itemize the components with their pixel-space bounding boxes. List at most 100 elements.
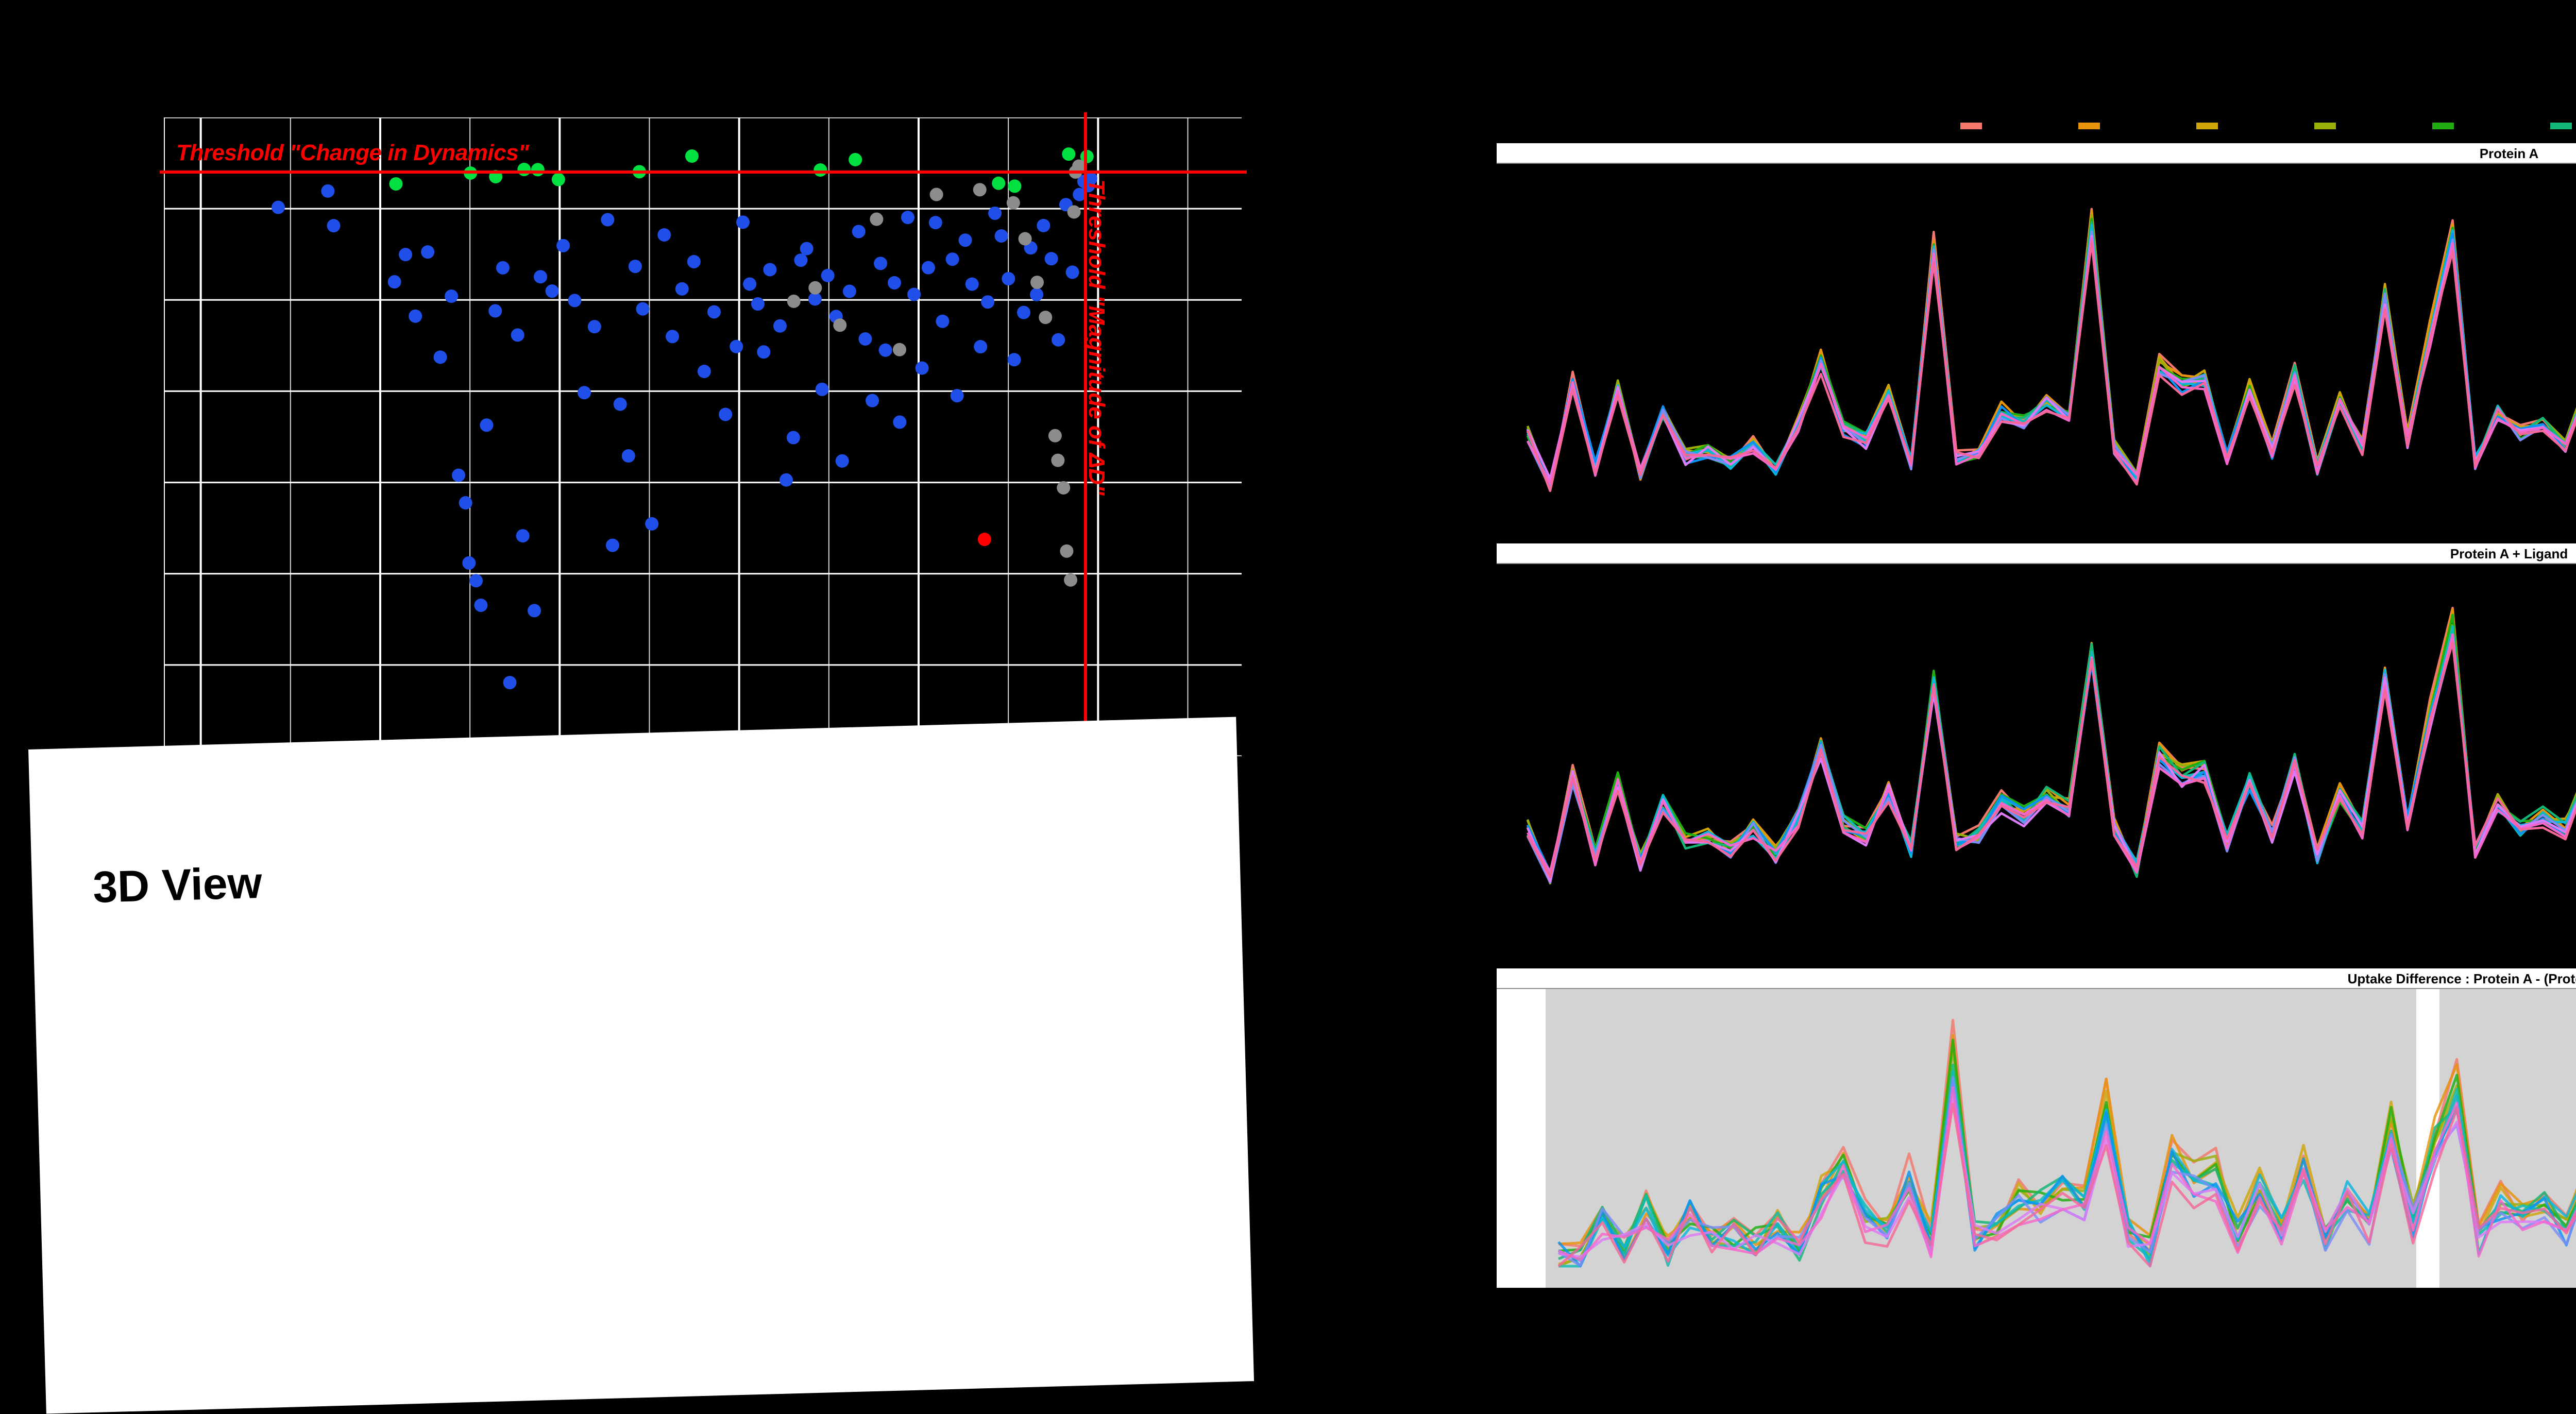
volcano-point[interactable] xyxy=(994,229,1008,243)
volcano-point[interactable] xyxy=(551,173,565,186)
volcano-point[interactable] xyxy=(469,574,483,588)
uptake-series-line[interactable] xyxy=(1526,241,2576,492)
volcano-point[interactable] xyxy=(488,304,502,318)
volcano-point[interactable] xyxy=(409,309,422,323)
volcano-point[interactable] xyxy=(757,345,771,359)
volcano-point[interactable] xyxy=(697,365,711,379)
volcano-point[interactable] xyxy=(835,454,849,468)
volcano-point[interactable] xyxy=(528,604,541,618)
volcano-point[interactable] xyxy=(893,343,907,356)
volcano-point[interactable] xyxy=(763,263,777,277)
volcano-point[interactable] xyxy=(1008,179,1022,193)
volcano-point[interactable] xyxy=(568,294,582,308)
volcano-point[interactable] xyxy=(474,598,488,612)
volcano-point[interactable] xyxy=(556,238,570,252)
volcano-point[interactable] xyxy=(433,350,447,364)
volcano-point[interactable] xyxy=(929,188,943,201)
uptake-series-line[interactable] xyxy=(1557,1102,2576,1268)
volcano-point[interactable] xyxy=(842,284,856,298)
uptake-series-line[interactable] xyxy=(1527,641,2576,878)
volcano-point[interactable] xyxy=(936,314,950,328)
volcano-point[interactable] xyxy=(1073,188,1087,201)
volcano-point[interactable] xyxy=(1067,205,1081,219)
volcano-point[interactable] xyxy=(1048,429,1062,442)
volcano-point[interactable] xyxy=(272,200,285,214)
volcano-point[interactable] xyxy=(621,449,635,463)
volcano-point[interactable] xyxy=(601,213,615,227)
uptake-series-line[interactable] xyxy=(1557,1076,2576,1267)
volcano-point[interactable] xyxy=(973,183,987,197)
volcano-point[interactable] xyxy=(685,149,699,163)
legend-swatch[interactable] xyxy=(2432,123,2454,129)
volcano-point[interactable] xyxy=(849,152,862,166)
volcano-point[interactable] xyxy=(462,556,476,570)
volcano-point[interactable] xyxy=(1039,311,1053,325)
volcano-point[interactable] xyxy=(888,276,902,289)
volcano-point[interactable] xyxy=(950,389,964,403)
volcano-point[interactable] xyxy=(516,529,530,543)
uptake-series-line[interactable] xyxy=(1558,1086,2576,1262)
volcano-point[interactable] xyxy=(1065,265,1079,279)
volcano-point[interactable] xyxy=(821,268,835,282)
volcano-point[interactable] xyxy=(687,254,701,268)
volcano-point[interactable] xyxy=(773,319,787,333)
volcano-point[interactable] xyxy=(645,517,659,531)
uptake-series-line[interactable] xyxy=(1526,226,2576,485)
volcano-point[interactable] xyxy=(1037,218,1050,232)
volcano-point[interactable] xyxy=(503,676,517,690)
volcano-point[interactable] xyxy=(1072,159,1086,173)
timepoint-legend[interactable] xyxy=(1497,123,2576,136)
volcano-point[interactable] xyxy=(814,163,827,177)
volcano-point[interactable] xyxy=(707,305,721,319)
volcano-point[interactable] xyxy=(399,248,413,262)
volcano-point[interactable] xyxy=(858,332,872,346)
volcano-point[interactable] xyxy=(893,415,907,429)
volcano-point[interactable] xyxy=(421,245,435,259)
volcano-point[interactable] xyxy=(977,533,991,547)
volcano-point[interactable] xyxy=(480,418,494,432)
volcano-point[interactable] xyxy=(534,270,548,284)
volcano-point[interactable] xyxy=(901,211,914,225)
volcano-point[interactable] xyxy=(587,320,601,334)
uptake-series-line[interactable] xyxy=(1558,1041,2576,1266)
volcano-point[interactable] xyxy=(743,277,757,291)
volcano-point[interactable] xyxy=(1018,232,1032,246)
volcano-point[interactable] xyxy=(988,206,1002,220)
volcano-point[interactable] xyxy=(327,219,341,233)
volcano-point[interactable] xyxy=(1057,481,1071,495)
chart-block-uptake-difference[interactable]: Uptake Difference : Protein A - (Protein… xyxy=(1497,968,2576,1288)
volcano-point[interactable] xyxy=(545,284,559,298)
volcano-point[interactable] xyxy=(974,340,988,354)
volcano-point[interactable] xyxy=(736,215,750,229)
volcano-point[interactable] xyxy=(636,302,650,316)
uptake-series-line[interactable] xyxy=(1526,639,2576,884)
uptake-series-line[interactable] xyxy=(1527,237,2576,485)
volcano-point[interactable] xyxy=(1052,333,1065,347)
volcano-point[interactable] xyxy=(578,386,591,400)
legend-swatch[interactable] xyxy=(2550,123,2572,129)
volcano-point[interactable] xyxy=(787,294,801,308)
volcano-point[interactable] xyxy=(874,257,888,270)
volcano-point[interactable] xyxy=(921,261,935,275)
volcano-point[interactable] xyxy=(833,318,847,332)
volcano-point[interactable] xyxy=(1051,453,1065,467)
volcano-point[interactable] xyxy=(779,473,793,487)
volcano-point[interactable] xyxy=(445,289,459,303)
volcano-plot-area[interactable]: Threshold "Change in Dynamics" Threshold… xyxy=(160,112,1247,761)
uptake-series-line[interactable] xyxy=(1526,230,2576,489)
protein-ribbon-structure[interactable] xyxy=(64,905,1159,1397)
volcano-point[interactable] xyxy=(719,407,733,421)
volcano-point[interactable] xyxy=(389,177,403,191)
volcano-point[interactable] xyxy=(870,212,884,226)
uptake-series-line[interactable] xyxy=(1557,1082,2576,1267)
legend-swatch[interactable] xyxy=(2196,123,2218,129)
volcano-point[interactable] xyxy=(628,260,642,274)
volcano-point[interactable] xyxy=(452,468,466,482)
volcano-point[interactable] xyxy=(1002,272,1015,286)
volcano-point[interactable] xyxy=(1084,172,1098,185)
volcano-point[interactable] xyxy=(387,275,401,289)
uptake-series-line[interactable] xyxy=(1558,1098,2576,1258)
legend-swatch[interactable] xyxy=(2078,123,2100,129)
volcano-point[interactable] xyxy=(321,184,335,198)
volcano-point[interactable] xyxy=(945,252,959,266)
